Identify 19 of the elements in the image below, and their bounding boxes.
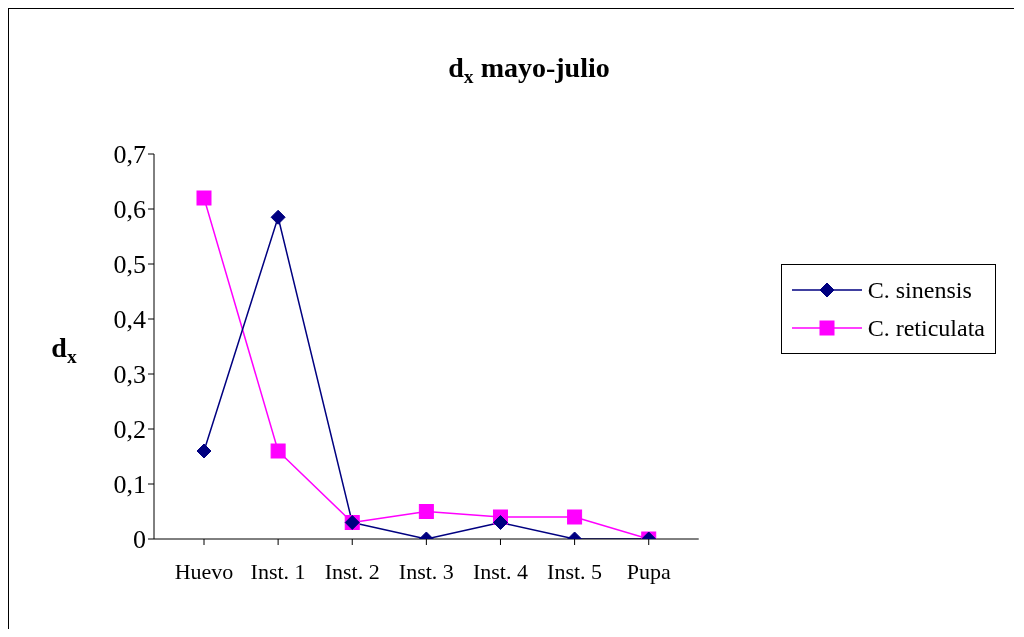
y-tick-label: 0,7 xyxy=(113,140,146,170)
y-tick-label: 0 xyxy=(133,525,146,555)
y-tick-label: 0,4 xyxy=(113,305,146,335)
y-tick-label: 0,3 xyxy=(113,360,146,390)
x-tick-label: Huevo xyxy=(174,558,234,584)
legend-label: C. sinensis xyxy=(867,276,972,304)
x-tick-label: Inst. 4 xyxy=(472,558,528,584)
y-tick-label: 0,5 xyxy=(113,250,146,280)
x-tick-label: Inst. 3 xyxy=(398,558,454,584)
x-tick-label: Inst. 5 xyxy=(547,558,603,584)
legend-label: C. reticulata xyxy=(867,314,985,342)
x-tick-label: Inst. 2 xyxy=(324,558,380,584)
y-tick-label: 0,6 xyxy=(113,195,146,225)
x-tick-label: Inst. 1 xyxy=(250,558,306,584)
chart-title: d$_{x}$ mayo-julio xyxy=(448,52,610,87)
x-tick-label: Pupa xyxy=(626,558,671,584)
y-tick-label: 0,1 xyxy=(113,470,146,500)
y-tick-label: 0,2 xyxy=(113,415,146,445)
y-axis-title: d$_{x}$ xyxy=(51,331,77,367)
